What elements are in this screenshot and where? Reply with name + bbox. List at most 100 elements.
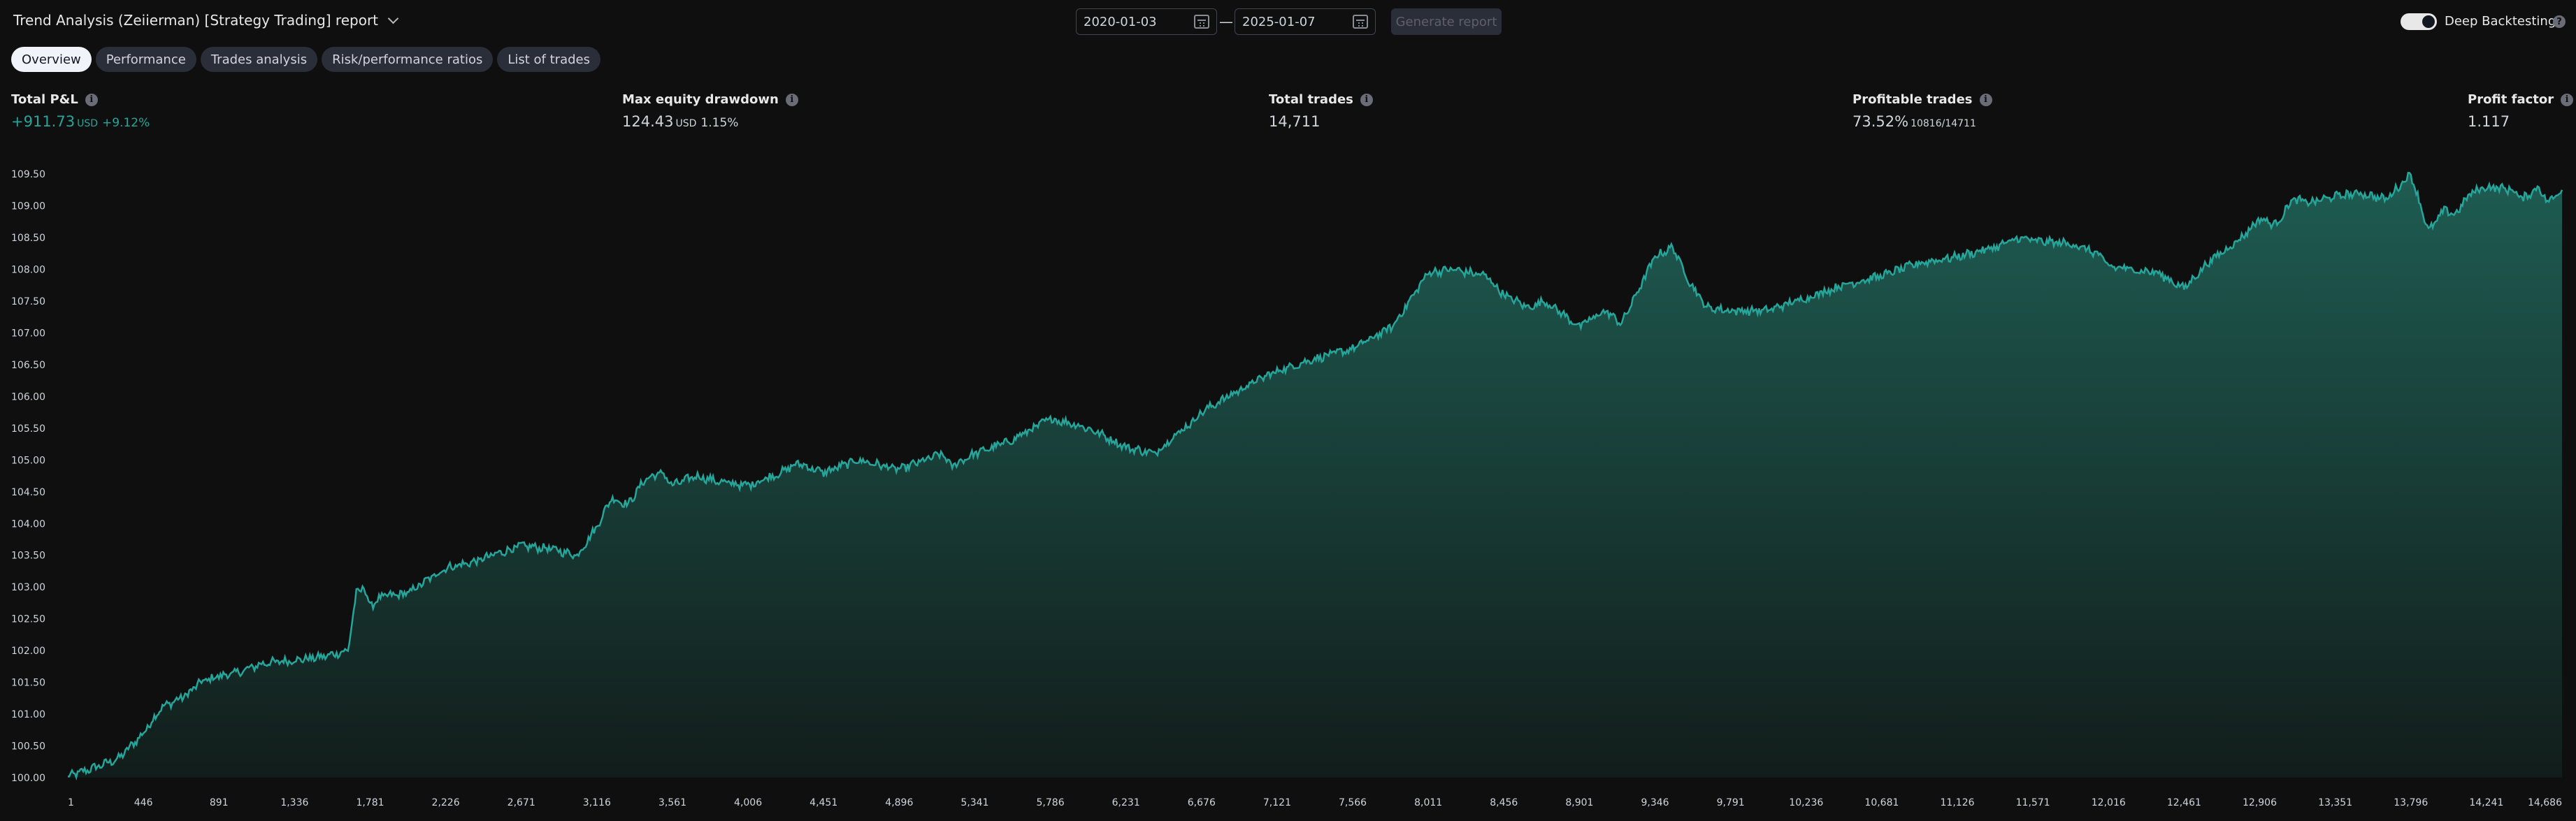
equity-line [67,172,2563,781]
x-tick-label: 7,121 [1263,797,1291,808]
x-tick-label: 13,351 [2318,797,2352,808]
deep-backtesting-toggle[interactable] [2401,13,2437,30]
y-tick-label: 101.00 [11,709,45,720]
profitable-trades-label-text: Profitable trades [1852,92,1973,107]
generate-report-button[interactable]: Generate report [1391,8,1502,35]
x-tick-label: 891 [210,797,229,808]
max-drawdown-amount: 124.43 [622,113,674,130]
x-tick-label: 14,241 [2469,797,2503,808]
x-tick-label: 13,796 [2394,797,2428,808]
x-tick-label: 6,676 [1188,797,1216,808]
profit-factor-label: Profit factor i [2468,92,2574,107]
info-icon[interactable]: i [85,93,98,106]
y-tick-label: 103.50 [11,551,45,562]
y-tick-label: 109.50 [11,169,45,180]
report-tabs: Overview Performance Trades analysis Ris… [11,47,600,72]
date-to-field[interactable] [1235,8,1376,35]
total-pnl-label: Total P&L i [11,92,98,107]
x-tick-label: 8,456 [1490,797,1518,808]
calendar-icon[interactable] [1353,15,1368,29]
total-trades-label-text: Total trades [1269,92,1353,107]
equity-chart[interactable]: 100.00 100.50 101.00 101.50 102.00 102.50 103.… [0,150,2576,821]
x-tick-label: 3,561 [659,797,686,808]
x-tick-label: 4,896 [885,797,913,808]
max-drawdown-value: 124.43 USD 1.15% [622,113,738,130]
y-tick-label: 104.00 [11,518,45,530]
y-tick-label: 101.50 [11,678,45,689]
x-tick-label: 2,671 [508,797,535,808]
x-tick-label: 1,781 [356,797,384,808]
x-tick-label: 6,231 [1112,797,1140,808]
x-tick-label: 14,686 [2528,797,2562,808]
total-trades-value: 14,711 [1269,113,1321,130]
x-tick-label: 4,451 [810,797,837,808]
chevron-down-icon [387,13,399,24]
profitable-trades-percent: 73.52% [1852,113,1909,130]
x-tick-label: 11,571 [2016,797,2050,808]
y-tick-label: 100.00 [11,773,45,784]
total-trades-label: Total trades i [1269,92,1373,107]
tab-trades-analysis[interactable]: Trades analysis [200,47,318,72]
info-icon[interactable]: i [785,93,798,106]
info-icon[interactable]: i [1360,93,1373,106]
total-pnl-unit: USD [77,118,98,129]
x-tick-label: 10,681 [1864,797,1899,808]
x-tick-label: 9,346 [1641,797,1669,808]
date-to-input[interactable] [1242,14,1347,29]
x-tick-label: 9,791 [1717,797,1745,808]
y-tick-label: 105.00 [11,455,45,466]
x-tick-label: 4,006 [734,797,762,808]
y-tick-label: 109.00 [11,201,45,212]
x-axis: 1 446 891 1,336 1,781 2,226 2,671 3,116 3,561 4,0… [68,797,2562,808]
equity-area [68,173,2562,778]
x-tick-label: 5,341 [960,797,988,808]
report-title-dropdown[interactable]: Trend Analysis (Zeiierman) [Strategy Tra… [13,12,399,29]
max-drawdown-label: Max equity drawdown i [622,92,798,107]
y-tick-label: 108.50 [11,233,45,244]
date-from-field[interactable] [1076,8,1217,35]
total-pnl-label-text: Total P&L [11,92,78,107]
total-pnl-percent: +9.12% [102,116,150,130]
x-tick-label: 1 [68,797,74,808]
x-tick-label: 2,226 [432,797,460,808]
x-tick-label: 3,116 [583,797,611,808]
profitable-trades-label: Profitable trades i [1852,92,1992,107]
info-icon[interactable]: i [1979,93,1992,106]
profit-factor-label-text: Profit factor [2468,92,2554,107]
x-tick-label: 12,016 [2092,797,2126,808]
max-drawdown-unit: USD [675,118,697,129]
profit-factor-value: 1.117 [2468,113,2510,130]
x-tick-label: 10,236 [1789,797,1823,808]
x-tick-label: 11,126 [1941,797,1975,808]
x-tick-label: 1,336 [280,797,308,808]
y-tick-label: 105.50 [11,423,45,435]
calendar-icon[interactable] [1194,15,1209,29]
max-drawdown-label-text: Max equity drawdown [622,92,779,107]
help-icon[interactable]: ? [2553,15,2566,28]
tab-list-of-trades[interactable]: List of trades [497,47,600,72]
info-icon[interactable]: i [2561,93,2574,106]
y-tick-label: 106.50 [11,360,45,371]
y-tick-label: 106.00 [11,391,45,402]
x-tick-label: 5,786 [1037,797,1065,808]
x-tick-label: 8,011 [1414,797,1442,808]
max-drawdown-percent: 1.15% [700,116,739,130]
y-axis: 100.00 100.50 101.00 101.50 102.00 102.50 103.… [11,169,45,784]
tab-overview[interactable]: Overview [11,47,92,72]
y-tick-label: 100.50 [11,741,45,753]
y-tick-label: 102.00 [11,646,45,657]
profitable-trades-value: 73.52% 10816/14711 [1852,113,1976,130]
y-tick-label: 102.50 [11,614,45,625]
tab-risk-performance-ratios[interactable]: Risk/performance ratios [322,47,494,72]
date-from-input[interactable] [1084,14,1188,29]
tab-performance[interactable]: Performance [95,47,196,72]
total-pnl-amount: +911.73 [11,113,75,130]
total-pnl-value: +911.73 USD +9.12% [11,113,150,130]
x-tick-label: 12,906 [2243,797,2277,808]
x-tick-label: 12,461 [2167,797,2201,808]
date-range-separator: — [1219,13,1233,30]
x-tick-label: 7,566 [1339,797,1367,808]
toggle-knob [2422,15,2435,28]
y-tick-label: 104.50 [11,487,45,498]
y-tick-label: 108.00 [11,265,45,276]
